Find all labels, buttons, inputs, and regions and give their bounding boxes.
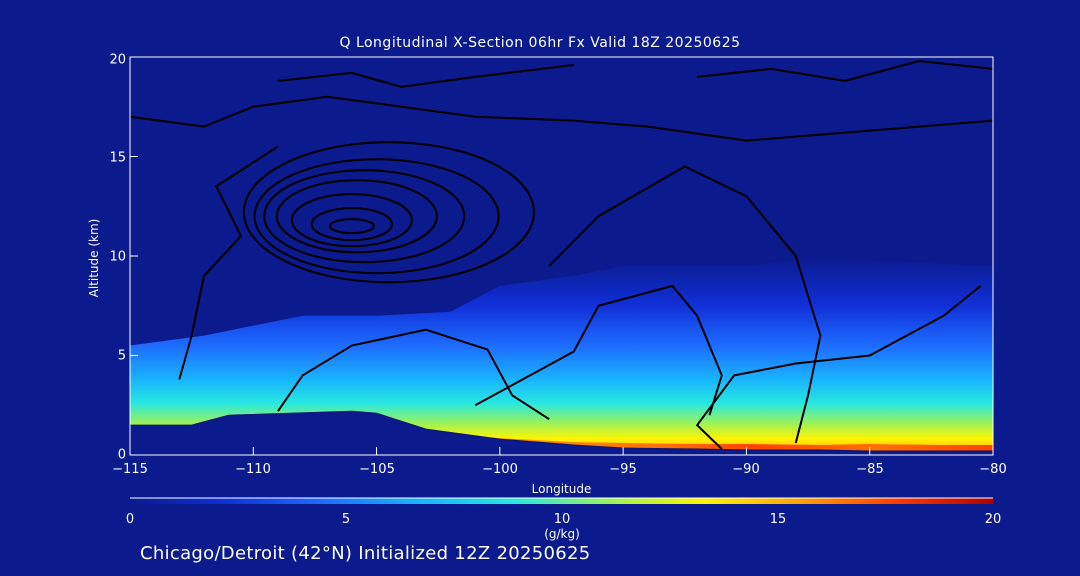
x-tick-label: −115 (112, 462, 148, 477)
colorbar-tick-label: 15 (769, 512, 787, 527)
y-tick-label: 20 (109, 52, 126, 68)
footer-caption: Chicago/Detroit (42°N) Initialized 12Z 2… (140, 543, 591, 564)
contour-line (328, 218, 375, 235)
contour-line (277, 328, 550, 421)
y-axis-label: Altitude (km) (87, 218, 101, 298)
colorbar-gradient (130, 498, 993, 504)
terrain (130, 410, 993, 455)
contour-line (275, 179, 438, 254)
y-tick-label: 10 (109, 249, 126, 265)
x-tick-label: −85 (856, 462, 884, 477)
x-tick-label: −100 (482, 462, 518, 477)
contour-line (695, 285, 982, 450)
colorbar-tick-label: 10 (553, 512, 571, 527)
contour-line (290, 193, 413, 248)
contour-line (697, 59, 993, 82)
contour-line (548, 165, 822, 444)
chart-title: Q Longitudinal X-Section 06hr Fx Valid 1… (339, 35, 741, 51)
colorbar-units: (g/kg) (544, 527, 580, 541)
contour-line (253, 158, 500, 275)
x-tick-label: −110 (235, 462, 271, 477)
contour-line (242, 141, 535, 284)
contour-line (277, 63, 574, 88)
x-tick-label: −80 (979, 462, 1007, 477)
colorbar-tick-label: 0 (125, 512, 135, 527)
y-tick-label: 5 (117, 348, 126, 364)
x-axis-label: Longitude (531, 482, 592, 496)
contour-line (263, 169, 466, 264)
y-tick-label: 15 (109, 150, 126, 166)
moisture-field (130, 256, 993, 455)
colorbar-tick-label: 5 (341, 512, 351, 527)
x-tick-label: −90 (732, 462, 760, 477)
contour-line (310, 207, 393, 242)
contour-line (474, 284, 723, 416)
x-tick-label: −105 (359, 462, 395, 477)
contour-line (178, 145, 279, 380)
x-tick-label: −95 (609, 462, 637, 477)
y-tick-label: 0 (117, 447, 126, 463)
contour-line (130, 95, 993, 142)
colorbar-tick-label: 20 (984, 512, 1002, 527)
